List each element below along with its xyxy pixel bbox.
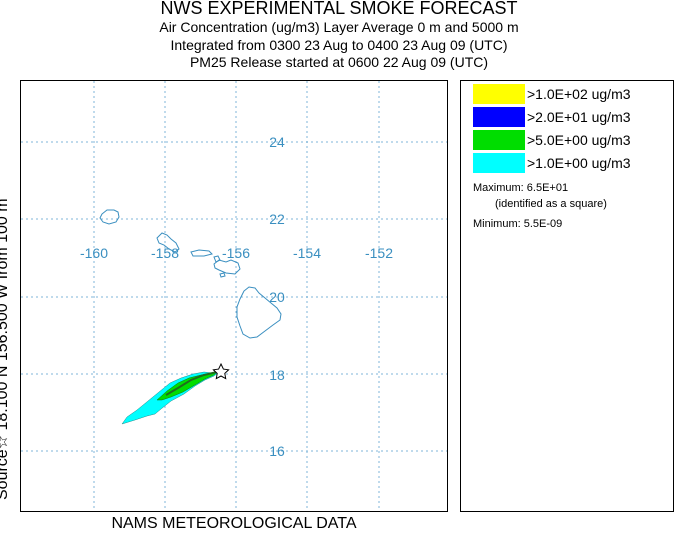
- star-icon: [212, 362, 230, 380]
- plume-contour-above-5: [156, 371, 218, 401]
- lat-tick-label: 22: [269, 211, 285, 227]
- lon-tick-label: -158: [151, 245, 179, 261]
- legend-item: >1.0E+02 ug/m3: [473, 84, 673, 106]
- legend-panel: >1.0E+02 ug/m3 >2.0E+01 ug/m3 >5.0E+00 u…: [460, 80, 674, 512]
- legend-label: >1.0E+02 ug/m3: [527, 86, 631, 102]
- lon-tick-label: -156: [222, 245, 250, 261]
- legend-swatch-green: [473, 130, 525, 150]
- legend-swatch-blue: [473, 107, 525, 127]
- map-canvas: -160 -158 -156 -154 -152 24 22 20 18 16: [21, 81, 447, 511]
- lon-tick-label: -154: [293, 245, 321, 261]
- subtitle-release: PM25 Release started at 0600 22 Aug 09 (…: [189, 54, 489, 70]
- plume-core-line: [165, 371, 218, 396]
- legend-swatch-cyan: [473, 153, 525, 173]
- smoke-plume: [121, 371, 219, 425]
- map-panel: -160 -158 -156 -154 -152 24 22 20 18 16: [20, 80, 448, 512]
- legend-item: >1.0E+00 ug/m3: [473, 153, 673, 175]
- island-molokai: [190, 249, 213, 257]
- island-oahu: [156, 232, 180, 253]
- legend-label: >5.0E+00 ug/m3: [527, 132, 631, 148]
- source-location-label: Source☆ 18.100 N 156.500 W from 100 m: [0, 198, 11, 500]
- legend-maximum-note: (identified as a square): [495, 198, 607, 210]
- island-hawaii: [236, 286, 282, 339]
- lat-tick-label: 18: [269, 367, 285, 383]
- subtitle-integration: Integrated from 0300 23 Aug to 0400 23 A…: [170, 37, 508, 53]
- lat-tick-label: 16: [269, 443, 285, 459]
- legend-item: >2.0E+01 ug/m3: [473, 107, 673, 129]
- lon-tick-label: -160: [80, 245, 108, 261]
- lat-tick-label: 20: [269, 289, 285, 305]
- legend-minimum: Minimum: 5.5E-09: [473, 218, 563, 230]
- legend-swatch-yellow: [473, 84, 525, 104]
- legend-label: >2.0E+01 ug/m3: [527, 109, 631, 125]
- legend-maximum: Maximum: 6.5E+01: [473, 182, 569, 194]
- grid-lines: [21, 81, 447, 511]
- island-kauai: [99, 209, 120, 225]
- page-title: NWS EXPERIMENTAL SMOKE FORECAST: [160, 0, 518, 18]
- legend-label: >1.0E+00 ug/m3: [527, 155, 631, 171]
- lat-tick-label: 24: [269, 134, 285, 150]
- island-kahoolawe: [219, 272, 226, 278]
- lon-tick-label: -152: [365, 245, 393, 261]
- footer-data-source: NAMS METEOROLOGICAL DATA: [111, 515, 357, 532]
- subtitle-concentration: Air Concentration (ug/m3) Layer Average …: [159, 19, 519, 35]
- island-maui: [213, 259, 241, 275]
- legend-item: >5.0E+00 ug/m3: [473, 130, 673, 152]
